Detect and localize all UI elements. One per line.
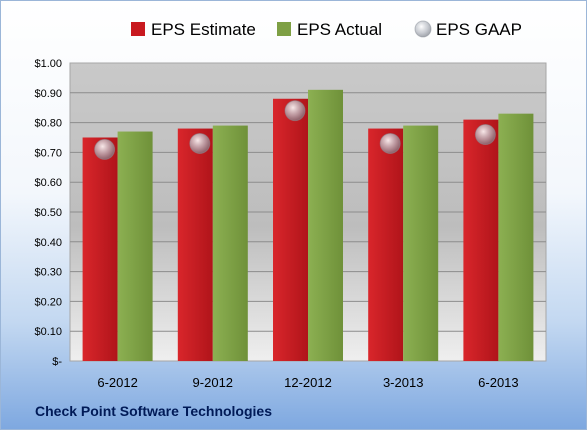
- y-tick-label: $0.60: [34, 177, 62, 189]
- x-axis-categories: 6-2012 9-2012 12-2012 3-2013 6-2013: [97, 375, 518, 390]
- x-category-label: 12-2012: [284, 375, 332, 390]
- bar-eps-actual-3-2013: [403, 125, 439, 361]
- y-tick-label: $0.30: [34, 267, 62, 279]
- x-category-label: 9-2012: [193, 375, 233, 390]
- bars: [82, 89, 534, 362]
- y-tick-label: $0.70: [34, 147, 62, 159]
- bar-eps-actual-12-2012: [308, 89, 343, 361]
- y-tick-label: $0.90: [34, 88, 62, 100]
- bar-eps-actual-6-2012: [117, 131, 153, 361]
- y-tick-label: $-: [52, 356, 62, 368]
- x-category-label: 3-2013: [383, 375, 423, 390]
- bar-eps-estimate-3-2013: [368, 128, 404, 361]
- legend-label-eps-actual: EPS Actual: [297, 20, 382, 39]
- y-tick-label: $0.80: [34, 118, 62, 130]
- y-tick-label: $0.50: [34, 207, 62, 219]
- y-tick-label: $0.40: [34, 237, 62, 249]
- legend-swatch-eps-gaap: [414, 20, 432, 38]
- x-category-label: 6-2013: [478, 375, 518, 390]
- marker-eps-gaap-9-2012: [189, 132, 211, 154]
- y-tick-label: $1.00: [34, 58, 62, 70]
- bar-eps-estimate-6-2012: [82, 137, 118, 361]
- gaap-markers: [94, 100, 496, 160]
- bar-eps-estimate-9-2012: [177, 128, 213, 361]
- legend-label-eps-gaap: EPS GAAP: [436, 20, 522, 39]
- legend-swatch-eps-estimate: [131, 22, 145, 36]
- bar-eps-actual-9-2012: [212, 125, 248, 361]
- bar-eps-actual-6-2013: [498, 113, 534, 361]
- bar-eps-estimate-6-2013: [463, 119, 499, 362]
- bar-eps-estimate-12-2012: [273, 98, 308, 361]
- y-tick-label: $0.20: [34, 296, 62, 308]
- x-category-label: 6-2012: [97, 375, 137, 390]
- marker-eps-gaap-12-2012: [284, 100, 306, 122]
- marker-eps-gaap-3-2013: [379, 132, 401, 154]
- marker-eps-gaap-6-2012: [94, 138, 116, 160]
- legend-swatch-eps-actual: [277, 22, 291, 36]
- company-name: Check Point Software Technologies: [35, 403, 272, 419]
- legend-label-eps-estimate: EPS Estimate: [151, 20, 256, 39]
- y-axis-ticks: $- $0.10 $0.20 $0.30 $0.40 $0.50 $0.60 $0.70 $0.…: [34, 58, 62, 368]
- y-tick-label: $0.10: [34, 326, 62, 338]
- marker-eps-gaap-6-2013: [474, 124, 496, 146]
- legend: EPS Estimate EPS Actual EPS GAAP: [131, 20, 522, 39]
